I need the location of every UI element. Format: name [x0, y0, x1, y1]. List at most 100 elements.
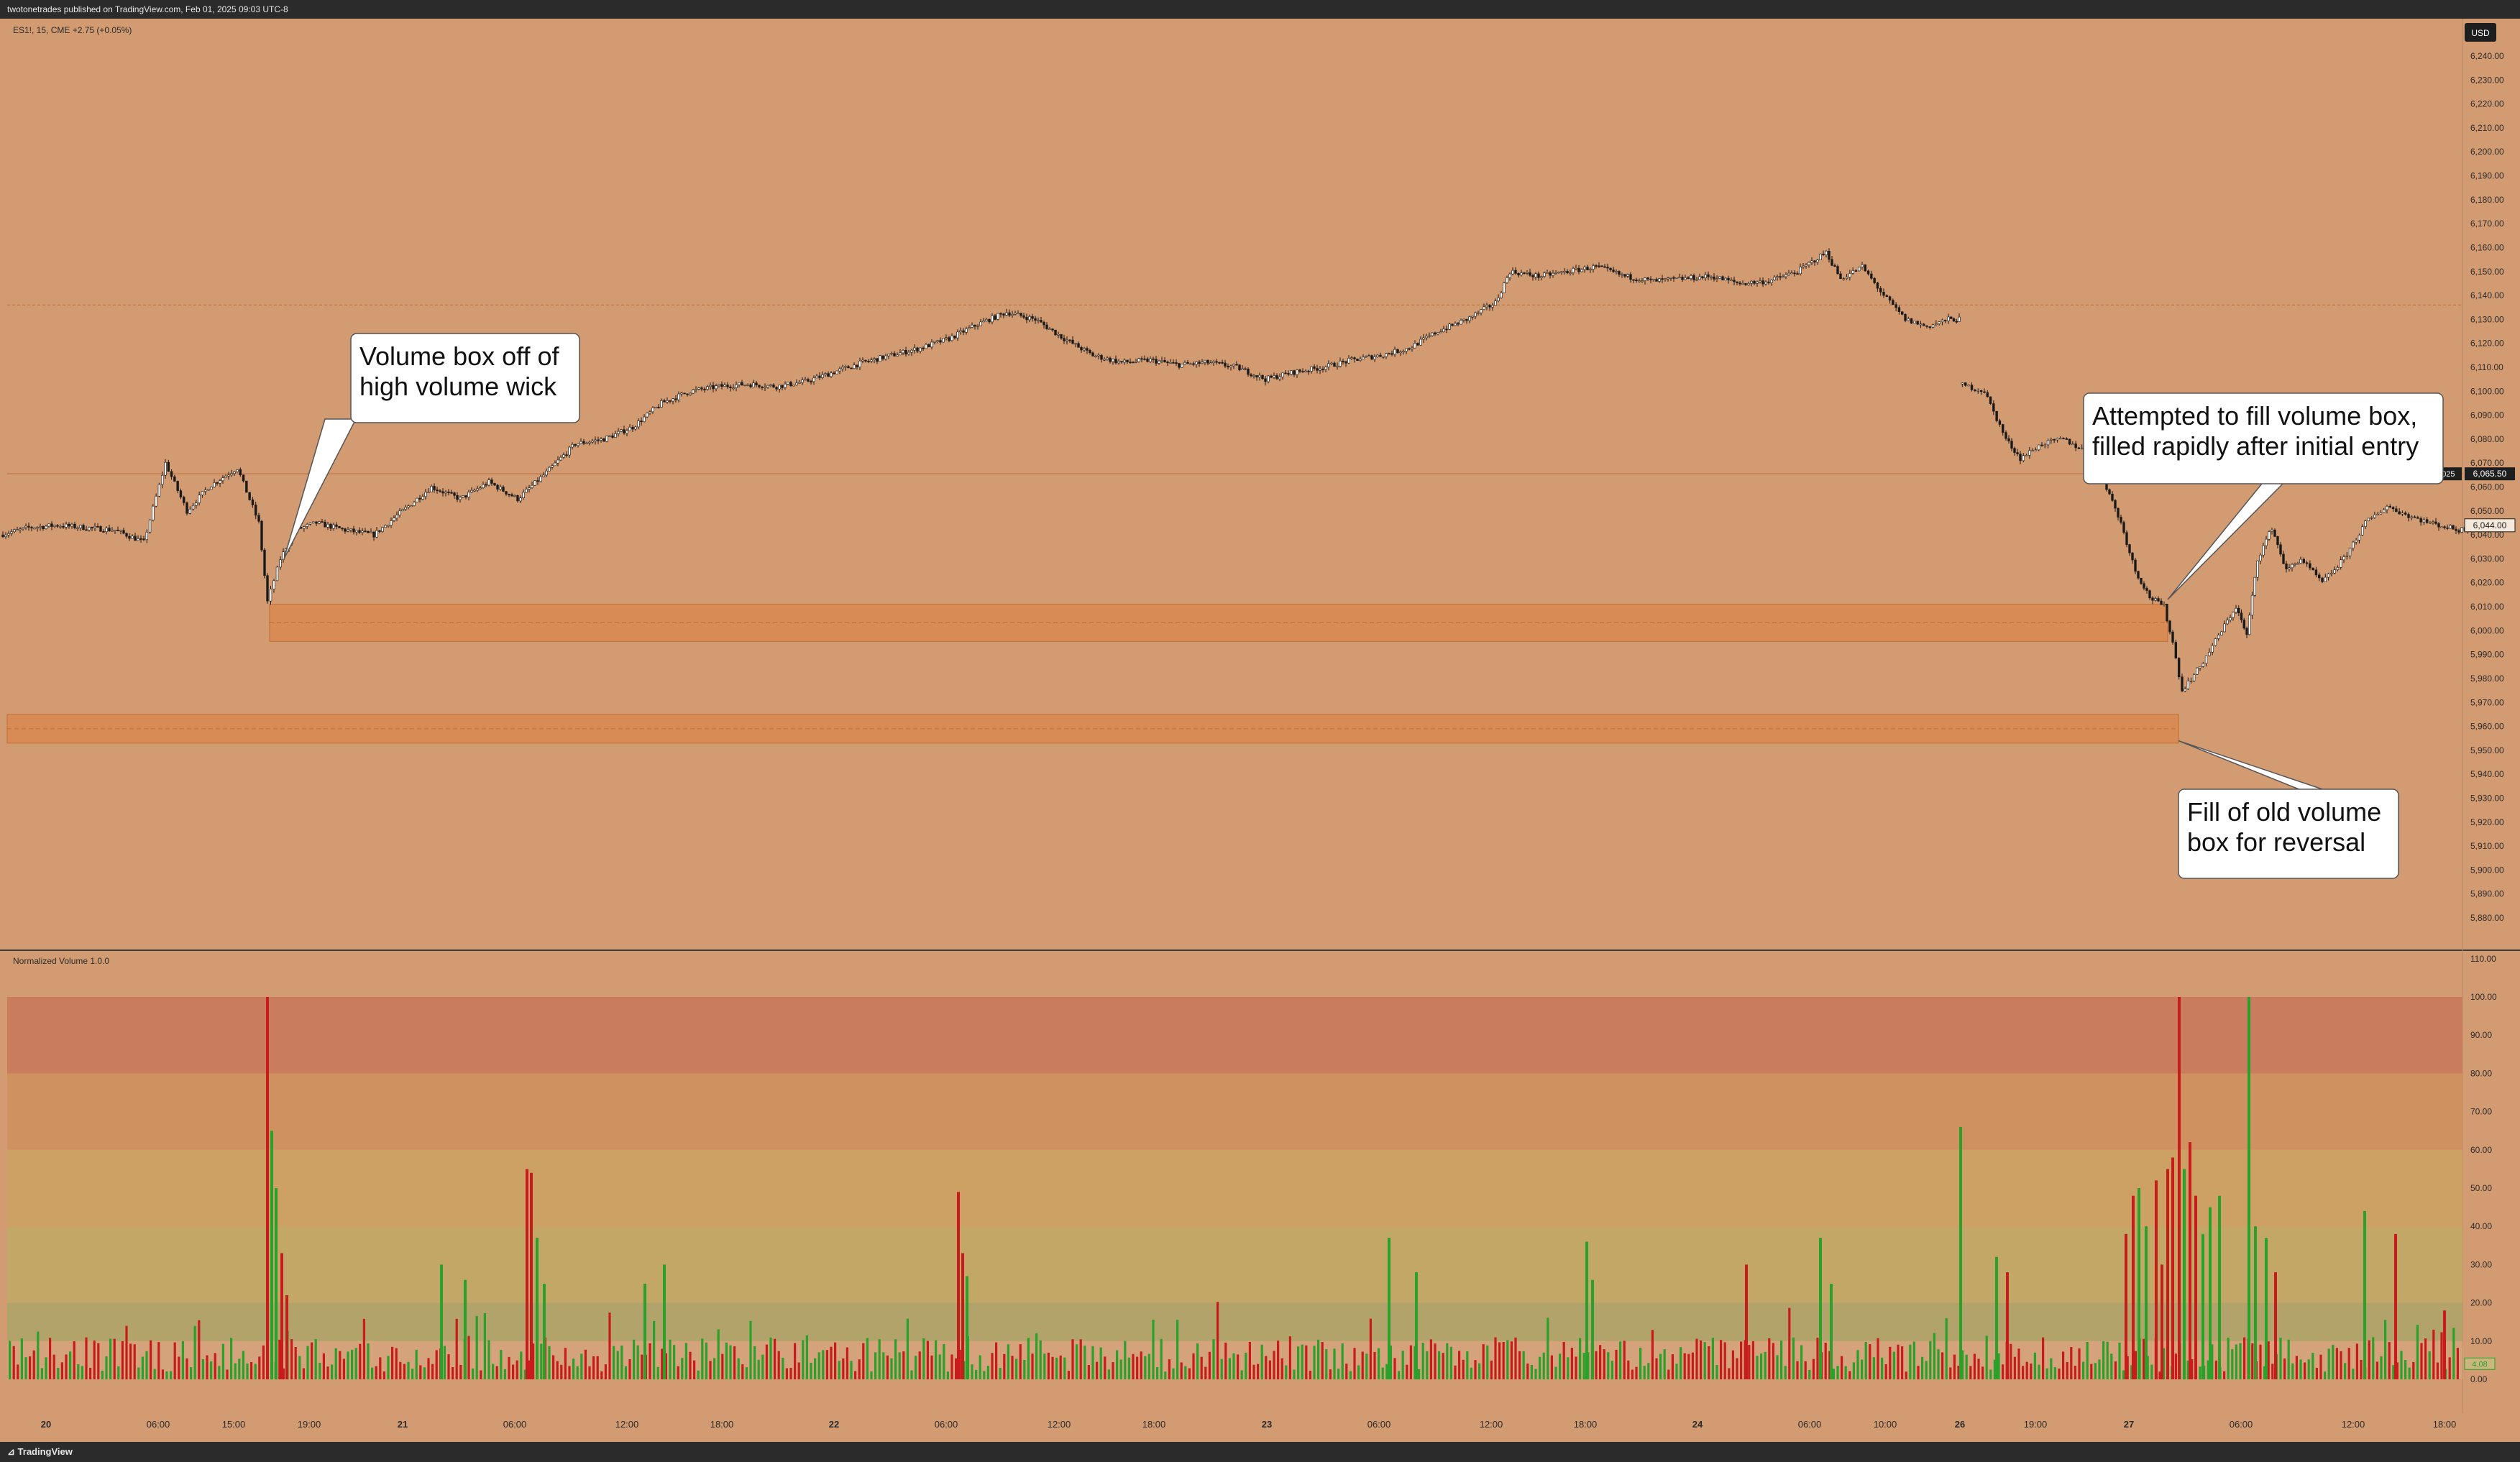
volume-bar — [1096, 1361, 1099, 1379]
candle-up — [1296, 369, 1298, 375]
candle-up — [778, 385, 781, 390]
candle-down — [50, 523, 53, 527]
volume-bar — [1373, 1351, 1376, 1379]
candle-up — [2211, 645, 2214, 653]
volume-bar — [2022, 1366, 2025, 1379]
volume-bar — [77, 1364, 80, 1379]
candle-up — [1437, 332, 1439, 335]
candle-down — [810, 381, 812, 382]
candle-up — [2265, 538, 2268, 546]
candle-up — [137, 538, 139, 541]
volume-bar — [431, 1364, 434, 1379]
candle-down — [1132, 362, 1135, 364]
candle-down — [1629, 274, 1632, 280]
candle-down — [602, 438, 605, 442]
candle-up — [1229, 365, 1232, 367]
candle-up — [19, 528, 22, 530]
volume-bar — [946, 1371, 949, 1379]
candle-down — [324, 521, 326, 528]
time-tick-label: 24 — [1692, 1419, 1703, 1430]
volume-bar — [314, 1339, 317, 1379]
time-tick-label: 21 — [398, 1419, 408, 1430]
candle-down — [1864, 264, 1866, 272]
volume-bar — [472, 1368, 475, 1379]
volume-bar — [2110, 1353, 2113, 1379]
candle-up — [1359, 359, 1362, 361]
volume-bar — [1627, 1360, 1630, 1379]
volume-bar — [2456, 1348, 2459, 1379]
candle-up — [384, 525, 387, 528]
volume-bar — [2340, 1351, 2342, 1379]
currency-badge[interactable] — [2465, 23, 2496, 42]
candle-up — [594, 439, 597, 441]
candle-up — [968, 327, 971, 329]
volume-bar — [153, 1369, 156, 1379]
volume-bar — [12, 1346, 15, 1379]
candle-down — [597, 439, 600, 441]
candle-up — [33, 528, 36, 530]
volume-band — [7, 1149, 2462, 1227]
candle-down — [266, 575, 269, 602]
volume-bar — [1680, 1347, 1682, 1379]
candle-up — [1658, 278, 1661, 282]
volume-bar — [1599, 1345, 1602, 1379]
candle-up — [421, 496, 424, 500]
volume-bar — [101, 1370, 104, 1379]
candle-up — [2268, 531, 2271, 540]
candle-down — [1284, 372, 1287, 374]
candle-up — [545, 470, 548, 476]
candle-down — [2004, 432, 2007, 439]
price-tick-label: 6,000.00 — [2470, 625, 2504, 635]
candle-down — [1523, 272, 1526, 274]
volume-bar — [1019, 1344, 1022, 1379]
tradingview-logo[interactable]: ⊿ TradingView — [7, 1442, 73, 1462]
volume-bar — [2231, 1349, 2234, 1379]
candle-up — [588, 441, 591, 443]
volume-bar — [2396, 1362, 2398, 1379]
volume-bar — [2332, 1344, 2335, 1379]
candle-up — [1474, 312, 1477, 317]
volume-bar — [1333, 1348, 1336, 1379]
volume-bar — [1168, 1359, 1170, 1379]
candle-up — [459, 497, 462, 500]
candle-up — [858, 360, 861, 367]
volume-bar — [737, 1358, 740, 1379]
volume-bar — [302, 1368, 305, 1379]
candle-up — [677, 393, 680, 400]
candle-up — [1431, 332, 1434, 336]
candle-down — [1316, 368, 1319, 371]
candle-up — [1543, 272, 1546, 277]
volume-bar — [1892, 1351, 1895, 1379]
volume-bar — [254, 1364, 257, 1379]
candle-up — [1807, 262, 1810, 265]
candle-down — [2122, 522, 2125, 533]
volume-spike — [275, 1188, 278, 1379]
volume-bar — [749, 1320, 752, 1379]
volume-bar — [1297, 1346, 1300, 1379]
volume-bar — [1889, 1346, 1892, 1379]
volume-bar — [2368, 1340, 2370, 1379]
candle-up — [398, 510, 401, 515]
candle-up — [1626, 274, 1629, 277]
volume-bar — [1547, 1318, 1549, 1379]
candle-up — [105, 528, 108, 533]
volume-bar — [1449, 1346, 1452, 1379]
time-tick-label: 20 — [41, 1419, 51, 1430]
candle-down — [663, 400, 666, 403]
volume-bar — [2319, 1354, 2322, 1379]
volume-bar — [1051, 1356, 1054, 1379]
candle-down — [68, 523, 70, 527]
candle-up — [1106, 357, 1109, 360]
volume-spike — [1585, 1241, 1588, 1379]
candle-up — [1350, 357, 1353, 359]
candle-up — [355, 530, 358, 533]
candle-down — [516, 495, 519, 502]
candle-up — [1439, 331, 1442, 334]
candle-up — [542, 474, 545, 477]
candle-up — [1137, 358, 1140, 362]
candle-up — [1011, 314, 1014, 316]
volume-bar — [1127, 1357, 1130, 1379]
volume-bar — [1703, 1342, 1706, 1379]
time-tick-label: 10:00 — [1874, 1419, 1897, 1430]
volume-bar — [2062, 1351, 2065, 1379]
